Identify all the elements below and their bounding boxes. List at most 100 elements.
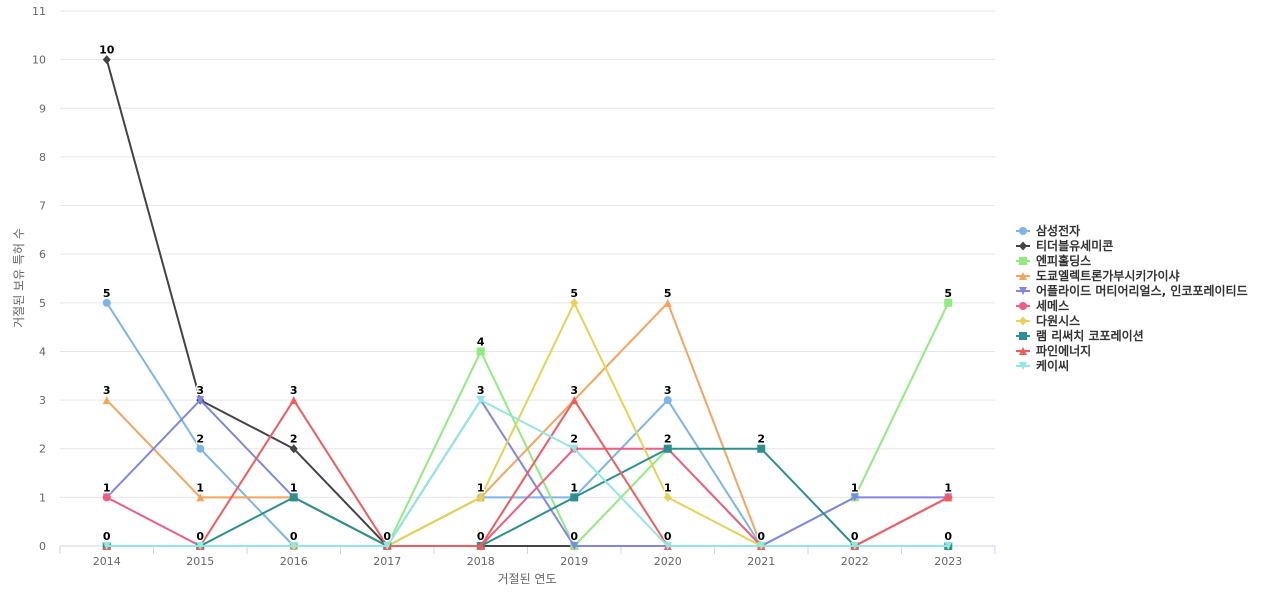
legend-item[interactable]: 케이씨 (1016, 358, 1069, 373)
x-tick-label: 2015 (186, 555, 214, 568)
data-point[interactable] (102, 542, 111, 550)
legend-symbol-marker (1019, 257, 1027, 265)
y-tick-label: 7 (39, 200, 46, 213)
y-axis-title: 거절된 보유 특허 수 (12, 228, 26, 328)
data-label: 0 (196, 530, 204, 543)
series-line[interactable] (105, 447, 950, 547)
data-point[interactable] (102, 493, 111, 502)
data-label: 2 (570, 433, 578, 446)
data-label: 2 (196, 433, 204, 446)
data-label: 2 (664, 433, 672, 446)
data-label: 3 (196, 384, 204, 397)
legend-label: 다원시스 (1036, 313, 1080, 328)
grid-lines (60, 10, 995, 547)
x-tick-label: 2018 (467, 555, 495, 568)
y-tick-label: 4 (39, 345, 46, 358)
data-label: 0 (757, 530, 765, 543)
data-point[interactable] (570, 396, 579, 405)
legend-item[interactable]: 엔피홀딩스 (1016, 253, 1091, 268)
data-point[interactable] (289, 396, 298, 405)
data-point[interactable] (102, 55, 111, 65)
data-label: 1 (103, 481, 111, 494)
legend-item[interactable]: 세메스 (1016, 298, 1069, 313)
series-line[interactable] (105, 399, 950, 547)
legend-item[interactable]: 삼성전자 (1016, 223, 1080, 238)
x-axis: 2014 2015 2016 2017 2018 2019 2020 2021 2022 2023 (59, 546, 996, 568)
data-point[interactable] (850, 493, 859, 502)
data-point[interactable] (196, 542, 205, 550)
x-axis-title: 거절된 연도 (497, 572, 556, 586)
data-label: 0 (851, 530, 859, 543)
data-point[interactable] (102, 298, 111, 307)
legend-item[interactable]: 다원시스 (1016, 313, 1080, 328)
data-point[interactable] (476, 492, 485, 502)
data-point[interactable] (196, 396, 205, 405)
legend-symbol-marker (1019, 241, 1027, 251)
series-line[interactable] (105, 399, 950, 547)
data-label: 4 (477, 335, 485, 348)
data-point[interactable] (663, 492, 672, 502)
data-point[interactable] (663, 396, 672, 405)
data-point[interactable] (289, 542, 298, 550)
x-tick-label: 2022 (841, 555, 869, 568)
data-point[interactable] (383, 542, 392, 550)
legend-label: 도쿄엘렉트론가부시키가이샤 (1036, 268, 1180, 283)
data-label: 1 (944, 481, 952, 494)
y-axis: 0 1 2 3 4 5 6 7 8 9 10 11 (32, 5, 46, 553)
legend-item[interactable]: 램 리써치 코포레이션 (1016, 328, 1144, 343)
data-label: 1 (196, 481, 204, 494)
data-point[interactable] (944, 493, 953, 502)
data-label: 1 (477, 481, 485, 494)
data-point[interactable] (196, 493, 205, 502)
data-point[interactable] (289, 444, 298, 454)
data-label: 3 (290, 384, 298, 397)
data-point[interactable] (663, 298, 672, 307)
legend-item[interactable]: 파인에너지 (1016, 343, 1091, 358)
data-point[interactable] (850, 542, 859, 550)
data-point[interactable] (102, 396, 111, 405)
data-label: 0 (290, 530, 298, 543)
legend-symbol-marker (1019, 272, 1027, 280)
data-point[interactable] (663, 542, 672, 550)
legend-item[interactable]: 어플라이드 머티어리얼스, 인코포레이티드 (1016, 283, 1248, 298)
data-point[interactable] (289, 493, 298, 502)
data-point[interactable] (476, 347, 485, 356)
data-label: 0 (103, 530, 111, 543)
data-label: 5 (664, 287, 672, 300)
data-point[interactable] (944, 298, 953, 307)
data-point[interactable] (570, 493, 579, 502)
legend-symbol-marker (1019, 362, 1027, 370)
data-point[interactable] (757, 444, 766, 453)
data-point[interactable] (570, 542, 579, 550)
legend-symbol-marker (1019, 332, 1027, 340)
legend-symbol-marker (1019, 302, 1027, 310)
data-label: 2 (290, 433, 298, 446)
data-point[interactable] (944, 542, 953, 550)
data-point[interactable] (570, 298, 579, 308)
series-10[interactable] (102, 396, 953, 550)
data-point[interactable] (663, 444, 672, 453)
legend-label: 티더블유세미콘 (1036, 238, 1113, 253)
x-tick-label: 2019 (560, 555, 588, 568)
y-tick-label: 1 (39, 491, 46, 504)
y-tick-label: 2 (39, 443, 46, 456)
legend-item[interactable]: 도쿄엘렉트론가부시키가이샤 (1016, 268, 1180, 283)
data-label: 0 (944, 530, 952, 543)
legend-symbol-marker (1019, 316, 1027, 326)
data-point[interactable] (476, 542, 485, 550)
data-label: 1 (851, 481, 859, 494)
data-point[interactable] (196, 444, 205, 453)
data-label: 1 (290, 481, 298, 494)
y-tick-label: 10 (32, 54, 46, 67)
y-tick-label: 11 (32, 5, 46, 18)
legend-symbol-marker (1019, 227, 1027, 235)
legend-item[interactable]: 티더블유세미콘 (1016, 238, 1113, 253)
data-point[interactable] (570, 444, 579, 453)
data-point[interactable] (757, 542, 766, 550)
data-point[interactable] (476, 396, 485, 405)
series-9[interactable] (102, 396, 953, 550)
x-tick-label: 2021 (747, 555, 775, 568)
